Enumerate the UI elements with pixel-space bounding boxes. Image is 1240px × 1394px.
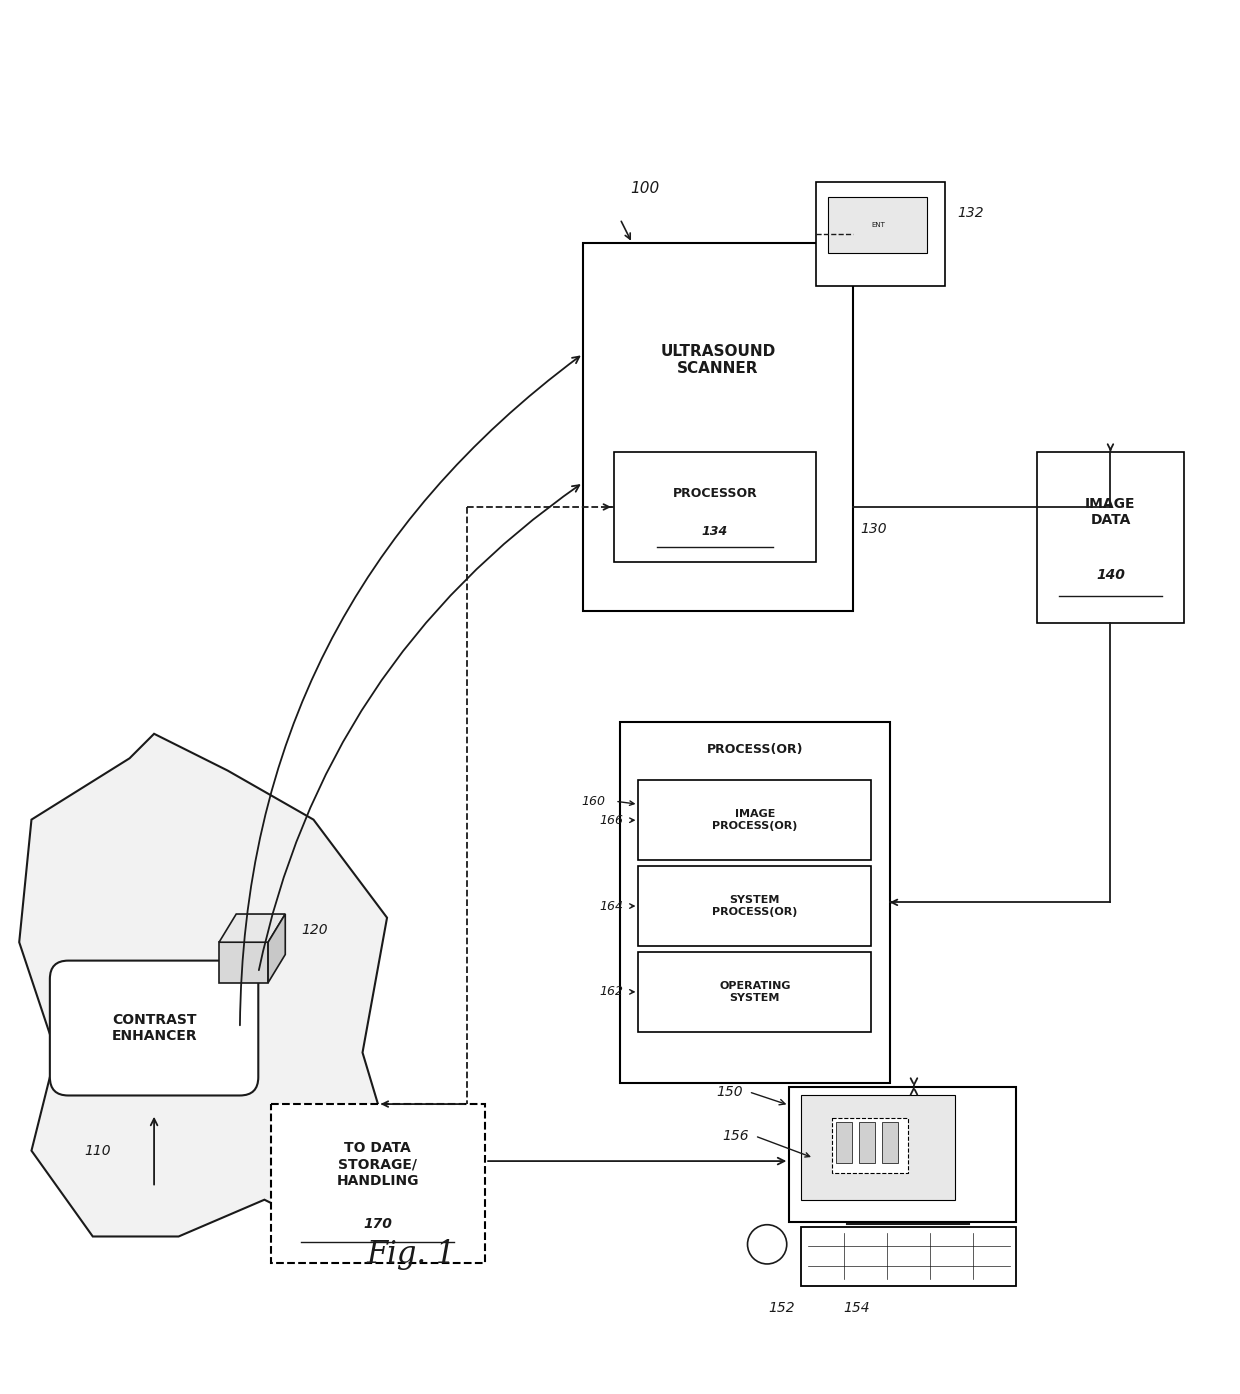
- Bar: [583, 244, 853, 611]
- Bar: [801, 1096, 955, 1200]
- Text: 152: 152: [769, 1302, 795, 1316]
- Text: ULTRASOUND
SCANNER: ULTRASOUND SCANNER: [661, 343, 776, 376]
- Polygon shape: [268, 914, 285, 983]
- Bar: [639, 866, 872, 947]
- Bar: [1037, 452, 1184, 623]
- Text: 120: 120: [301, 923, 327, 937]
- Bar: [270, 1104, 485, 1263]
- Bar: [883, 1122, 898, 1163]
- Text: 156: 156: [722, 1129, 749, 1143]
- Bar: [639, 952, 872, 1032]
- Text: SYSTEM
PROCESS(OR): SYSTEM PROCESS(OR): [712, 895, 797, 917]
- Text: 164: 164: [600, 899, 624, 913]
- Text: 100: 100: [630, 181, 660, 195]
- Polygon shape: [219, 914, 285, 942]
- Text: CONTRAST
ENHANCER: CONTRAST ENHANCER: [112, 1013, 197, 1043]
- Text: IMAGE
DATA: IMAGE DATA: [1085, 496, 1136, 527]
- Bar: [828, 197, 926, 254]
- Text: PROCESSOR: PROCESSOR: [672, 488, 758, 500]
- Text: 154: 154: [843, 1302, 869, 1316]
- Text: 170: 170: [363, 1217, 392, 1231]
- Text: 162: 162: [600, 986, 624, 998]
- Bar: [816, 183, 945, 286]
- Bar: [614, 452, 816, 562]
- Text: PROCESS(OR): PROCESS(OR): [707, 743, 804, 756]
- Bar: [801, 1227, 1016, 1285]
- Text: 134: 134: [702, 524, 728, 538]
- Text: TO DATA
STORAGE/
HANDLING: TO DATA STORAGE/ HANDLING: [336, 1142, 419, 1188]
- Polygon shape: [19, 733, 399, 1236]
- Bar: [836, 1122, 852, 1163]
- Text: 140: 140: [1096, 569, 1125, 583]
- Text: 150: 150: [715, 1085, 743, 1098]
- Bar: [859, 1122, 875, 1163]
- Text: OPERATING
SYSTEM: OPERATING SYSTEM: [719, 981, 791, 1002]
- Text: 166: 166: [600, 814, 624, 827]
- Text: 160: 160: [582, 795, 605, 807]
- Text: Fig. 1: Fig. 1: [367, 1239, 456, 1270]
- Text: 132: 132: [957, 206, 983, 220]
- Bar: [789, 1087, 1016, 1221]
- Text: IMAGE
PROCESS(OR): IMAGE PROCESS(OR): [712, 810, 797, 831]
- Bar: [832, 1118, 908, 1172]
- Text: 130: 130: [861, 521, 887, 535]
- FancyBboxPatch shape: [50, 960, 258, 1096]
- Text: ENT: ENT: [872, 222, 885, 229]
- Circle shape: [748, 1225, 786, 1264]
- Bar: [639, 781, 872, 860]
- Bar: [620, 722, 890, 1083]
- Text: 110: 110: [84, 1143, 112, 1157]
- Polygon shape: [219, 942, 268, 983]
